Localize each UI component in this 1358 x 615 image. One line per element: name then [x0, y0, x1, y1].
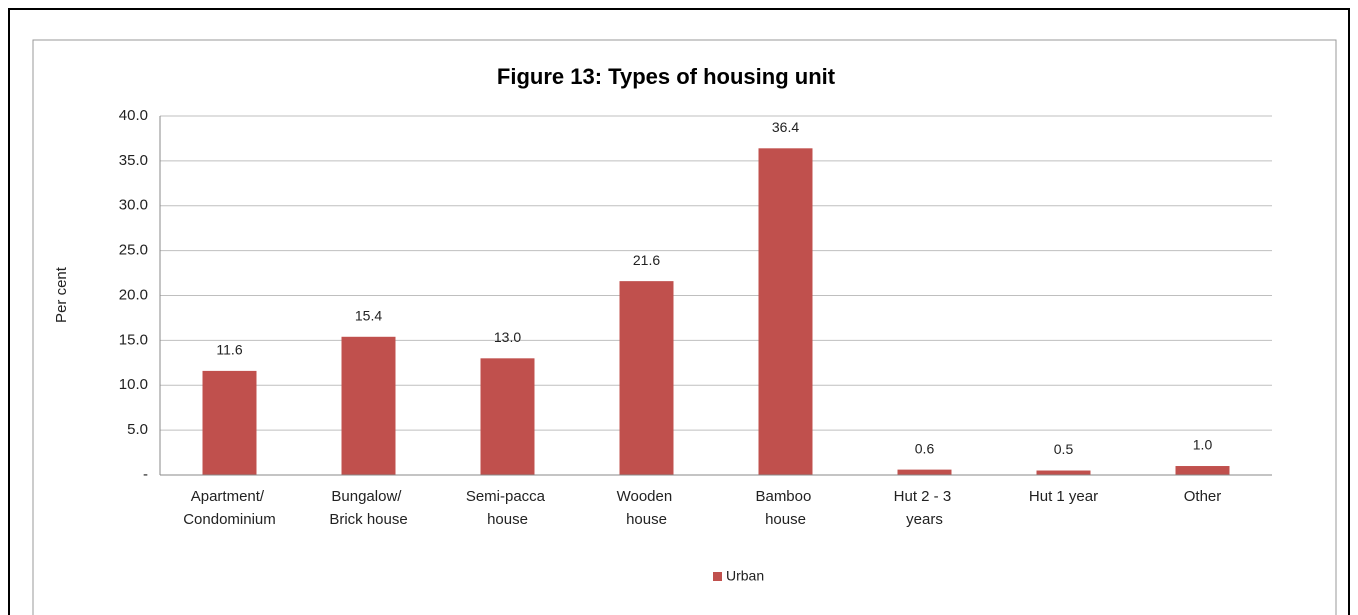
y-tick-label: 40.0	[119, 107, 148, 124]
data-label: 36.4	[772, 119, 799, 135]
x-tick-label: Hut 1 year	[1029, 488, 1098, 505]
x-tick-label: Apartment/ Condominium	[183, 488, 276, 528]
bar	[480, 358, 535, 475]
x-tick-label: Bungalow/ Brick house	[329, 488, 407, 528]
y-tick-label: 20.0	[119, 286, 148, 303]
chart-title: Figure 13: Types of housing unit	[497, 64, 836, 89]
x-tick-label: Wooden house	[617, 488, 677, 528]
y-tick-label: -	[143, 466, 148, 483]
x-tick-label: Hut 2 - 3 years	[894, 488, 956, 528]
data-label: 0.5	[1054, 441, 1074, 457]
data-label: 11.6	[216, 342, 242, 358]
legend-label: Urban	[726, 568, 764, 584]
legend-swatch	[713, 572, 722, 581]
bar	[1175, 466, 1230, 475]
data-label: 13.0	[494, 329, 521, 345]
data-label: 21.6	[633, 252, 660, 268]
chart-frame	[32, 39, 1337, 615]
y-tick-label: 30.0	[119, 197, 148, 214]
data-label: 1.0	[1193, 437, 1213, 453]
bar	[619, 281, 674, 475]
y-tick-label: 5.0	[127, 421, 148, 438]
data-label: 15.4	[355, 307, 382, 323]
x-tick-label: Other	[1184, 488, 1222, 505]
bar	[897, 469, 952, 475]
y-tick-label: 35.0	[119, 152, 148, 169]
data-label: 0.6	[915, 440, 935, 456]
y-tick-label: 15.0	[119, 331, 148, 348]
outer-frame	[8, 8, 1350, 615]
bar	[202, 370, 257, 475]
bar	[341, 336, 396, 475]
x-tick-label: Bamboo house	[755, 488, 815, 528]
y-axis-label: Per cent	[53, 266, 70, 323]
bar	[1036, 470, 1091, 475]
bar	[758, 148, 813, 475]
x-tick-label: Semi-pacca house	[466, 488, 549, 528]
y-tick-label: 25.0	[119, 242, 148, 259]
y-tick-label: 10.0	[119, 376, 148, 393]
